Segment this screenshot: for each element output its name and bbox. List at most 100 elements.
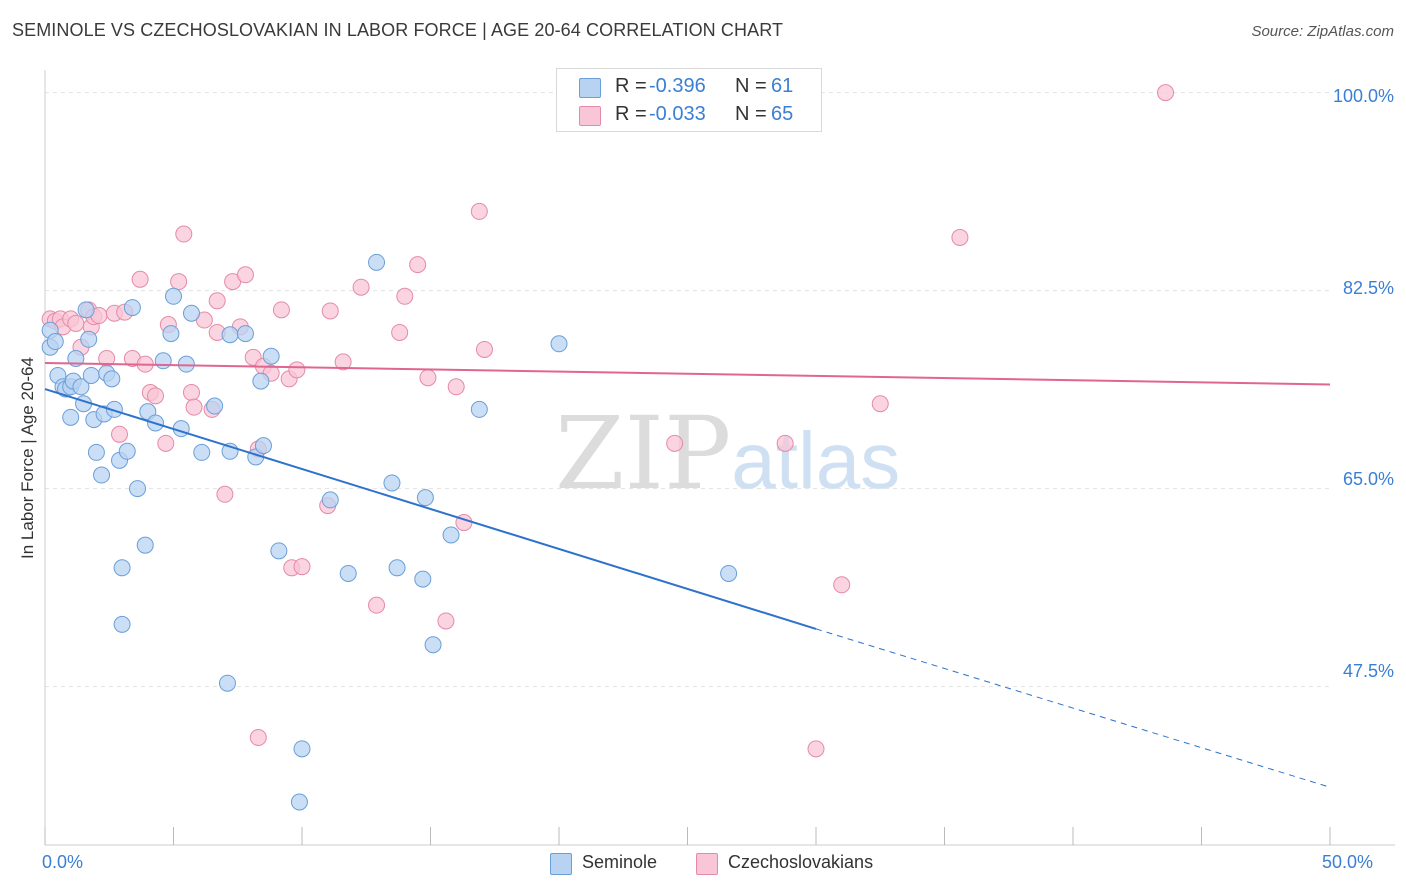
y-axis-label: In Labor Force | Age 20-64 — [18, 357, 37, 559]
czech-point — [1157, 84, 1175, 102]
czech-point — [334, 353, 352, 371]
czech-point — [352, 278, 370, 296]
czech-point — [170, 273, 188, 291]
y-tick-label: 100.0% — [1332, 86, 1394, 106]
czech-point — [157, 434, 175, 452]
seminole-point — [72, 378, 90, 396]
correlation-legend: R = -0.396 N = 61 R = -0.033 N = 65 — [556, 68, 822, 132]
seminole-point — [162, 325, 180, 343]
czech-point — [147, 387, 165, 405]
seminole-point — [105, 400, 123, 418]
czech-point — [807, 740, 825, 758]
czech-swatch — [579, 106, 601, 126]
czech-point — [131, 270, 149, 288]
seminole-point — [193, 443, 211, 461]
seminole-point — [424, 636, 442, 654]
y-tick-label: 47.5% — [1342, 661, 1394, 681]
czech-point — [216, 485, 234, 503]
seminole-label: Seminole — [582, 852, 658, 872]
seminole-point — [123, 299, 141, 317]
seminole-point — [254, 437, 272, 455]
seminole-point — [113, 615, 131, 633]
czech-point — [111, 425, 129, 443]
seminole-point — [80, 330, 98, 348]
czech-point — [475, 340, 493, 358]
czech-point — [396, 287, 414, 305]
czech-point — [437, 612, 455, 630]
seminole-point — [270, 542, 288, 560]
seminole-trend-extension — [815, 628, 1331, 788]
seminole-point — [383, 474, 401, 492]
seminole-point — [720, 564, 738, 582]
seminole-point — [182, 304, 200, 322]
seminole-point — [165, 287, 182, 305]
czech-point — [249, 729, 267, 747]
czech-point — [236, 266, 254, 284]
seminole-point — [136, 536, 154, 554]
watermark-zip: ZIP — [555, 395, 732, 512]
czech-point — [321, 302, 339, 320]
czech-point — [67, 314, 85, 332]
seminole-point — [414, 570, 432, 588]
seminole-point — [293, 740, 311, 758]
seminole-point — [236, 325, 254, 343]
czech-point — [951, 228, 969, 246]
watermark: ZIPatlas — [555, 395, 900, 512]
source-credit: Source: ZipAtlas.com — [1251, 23, 1394, 40]
watermark-atlas: atlas — [731, 416, 901, 505]
seminole-point — [339, 564, 357, 582]
seminole-point — [368, 253, 386, 271]
seminole-swatch — [550, 853, 572, 875]
czech-point — [272, 301, 290, 319]
seminole-point — [177, 355, 195, 373]
seminole-swatch — [579, 78, 601, 98]
seminole-point — [77, 301, 95, 319]
n-label: N = — [735, 103, 767, 125]
seminole-point — [470, 400, 488, 418]
czech-label: Czechoslovakians — [728, 852, 874, 872]
czech-point — [175, 225, 193, 243]
seminole-point — [82, 366, 100, 384]
r-label: R = — [615, 75, 647, 97]
r-label: R = — [615, 103, 647, 125]
czech-point — [185, 398, 203, 416]
czech-point — [833, 576, 851, 594]
czech-point — [288, 361, 306, 379]
chart-title: SEMINOLE VS CZECHOSLOVAKIAN IN LABOR FOR… — [12, 20, 784, 40]
r-value: -0.396 — [649, 75, 706, 97]
seminole-point — [87, 443, 105, 461]
legend-row-seminole: R = -0.396 N = 61 — [557, 73, 821, 101]
seminole-point — [113, 559, 131, 577]
czech-point — [368, 596, 386, 614]
seminole-point — [550, 335, 568, 353]
seminole-point — [46, 333, 64, 351]
czech-point — [208, 292, 226, 310]
czech-swatch — [696, 853, 718, 875]
czech-point — [447, 378, 465, 396]
seminole-point — [221, 326, 239, 344]
czech-point — [182, 383, 200, 401]
czech-point — [409, 256, 427, 274]
seminole-point — [129, 480, 147, 498]
seminole-point — [218, 674, 236, 692]
y-tick-label: 82.5% — [1342, 278, 1394, 298]
legend-row-czech: R = -0.033 N = 65 — [557, 101, 821, 129]
seminole-point — [388, 559, 406, 577]
czech-point — [871, 395, 889, 413]
seminole-point — [416, 489, 434, 507]
czech-point — [293, 558, 311, 576]
seminole-trend-line — [44, 388, 817, 630]
czech-point — [666, 434, 684, 452]
r-value: -0.033 — [649, 103, 706, 125]
seminole-point — [290, 793, 308, 811]
seminole-point — [252, 372, 270, 390]
czech-point — [776, 434, 794, 452]
n-label: N = — [735, 75, 767, 97]
seminole-point — [154, 352, 172, 370]
y-tick-label: 65.0% — [1342, 469, 1394, 489]
n-value: 61 — [771, 75, 794, 97]
seminole-point — [118, 442, 136, 460]
seminole-point — [442, 526, 460, 544]
n-value: 65 — [771, 103, 794, 125]
seminole-point — [62, 408, 80, 426]
